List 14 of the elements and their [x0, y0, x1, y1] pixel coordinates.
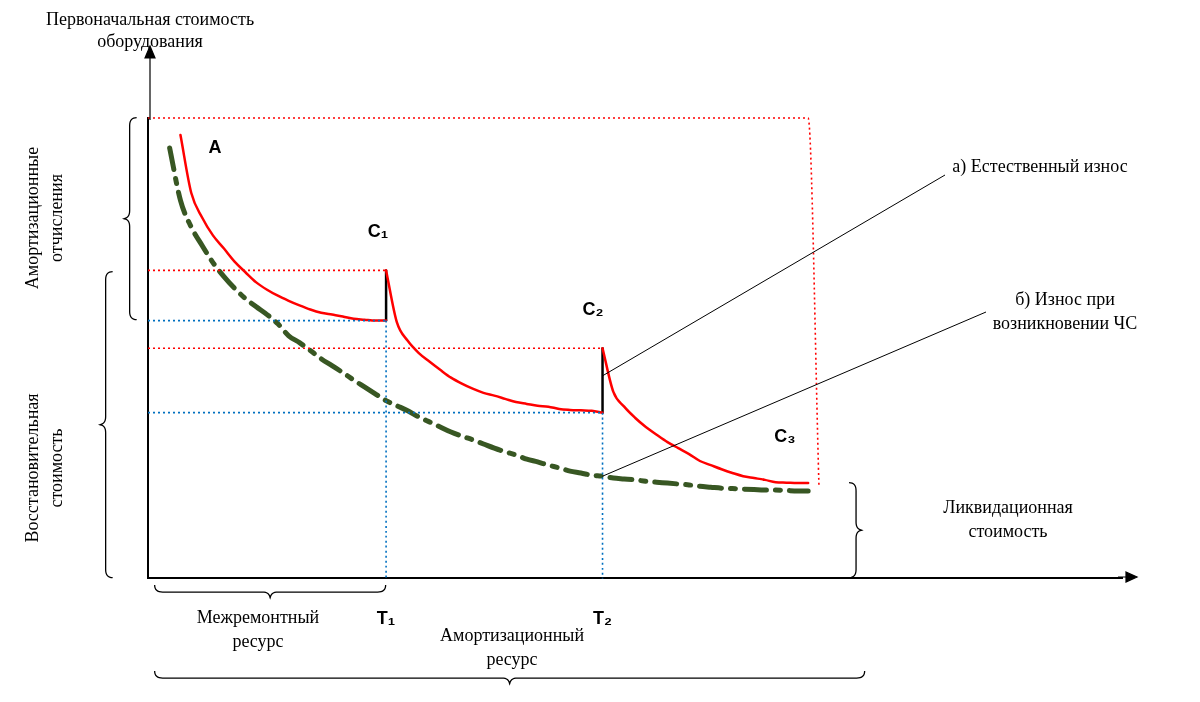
x-tick-label: T₂ [593, 608, 613, 629]
text: Амортизационный ресурс [439, 624, 585, 669]
y-axis-title: Первоначальная стоимость оборудования [44, 8, 256, 52]
x-tick-label: T₁ [376, 608, 396, 629]
text: Межремонтный ресурс [196, 606, 320, 651]
annotation: C₂ [582, 298, 604, 319]
annotation: Ликвидационная стоимость [943, 496, 1073, 541]
annotation: C₁ [367, 220, 389, 241]
text: Восстановительная стоимость [21, 393, 66, 543]
annotation: а) Естественный износ [952, 155, 1128, 177]
annotation: A [208, 136, 222, 157]
annotation: C₃ [774, 425, 796, 446]
annotation: б) Износ при возникновении ЧС [992, 288, 1138, 333]
text: Амортизационные отчисления [21, 146, 66, 290]
